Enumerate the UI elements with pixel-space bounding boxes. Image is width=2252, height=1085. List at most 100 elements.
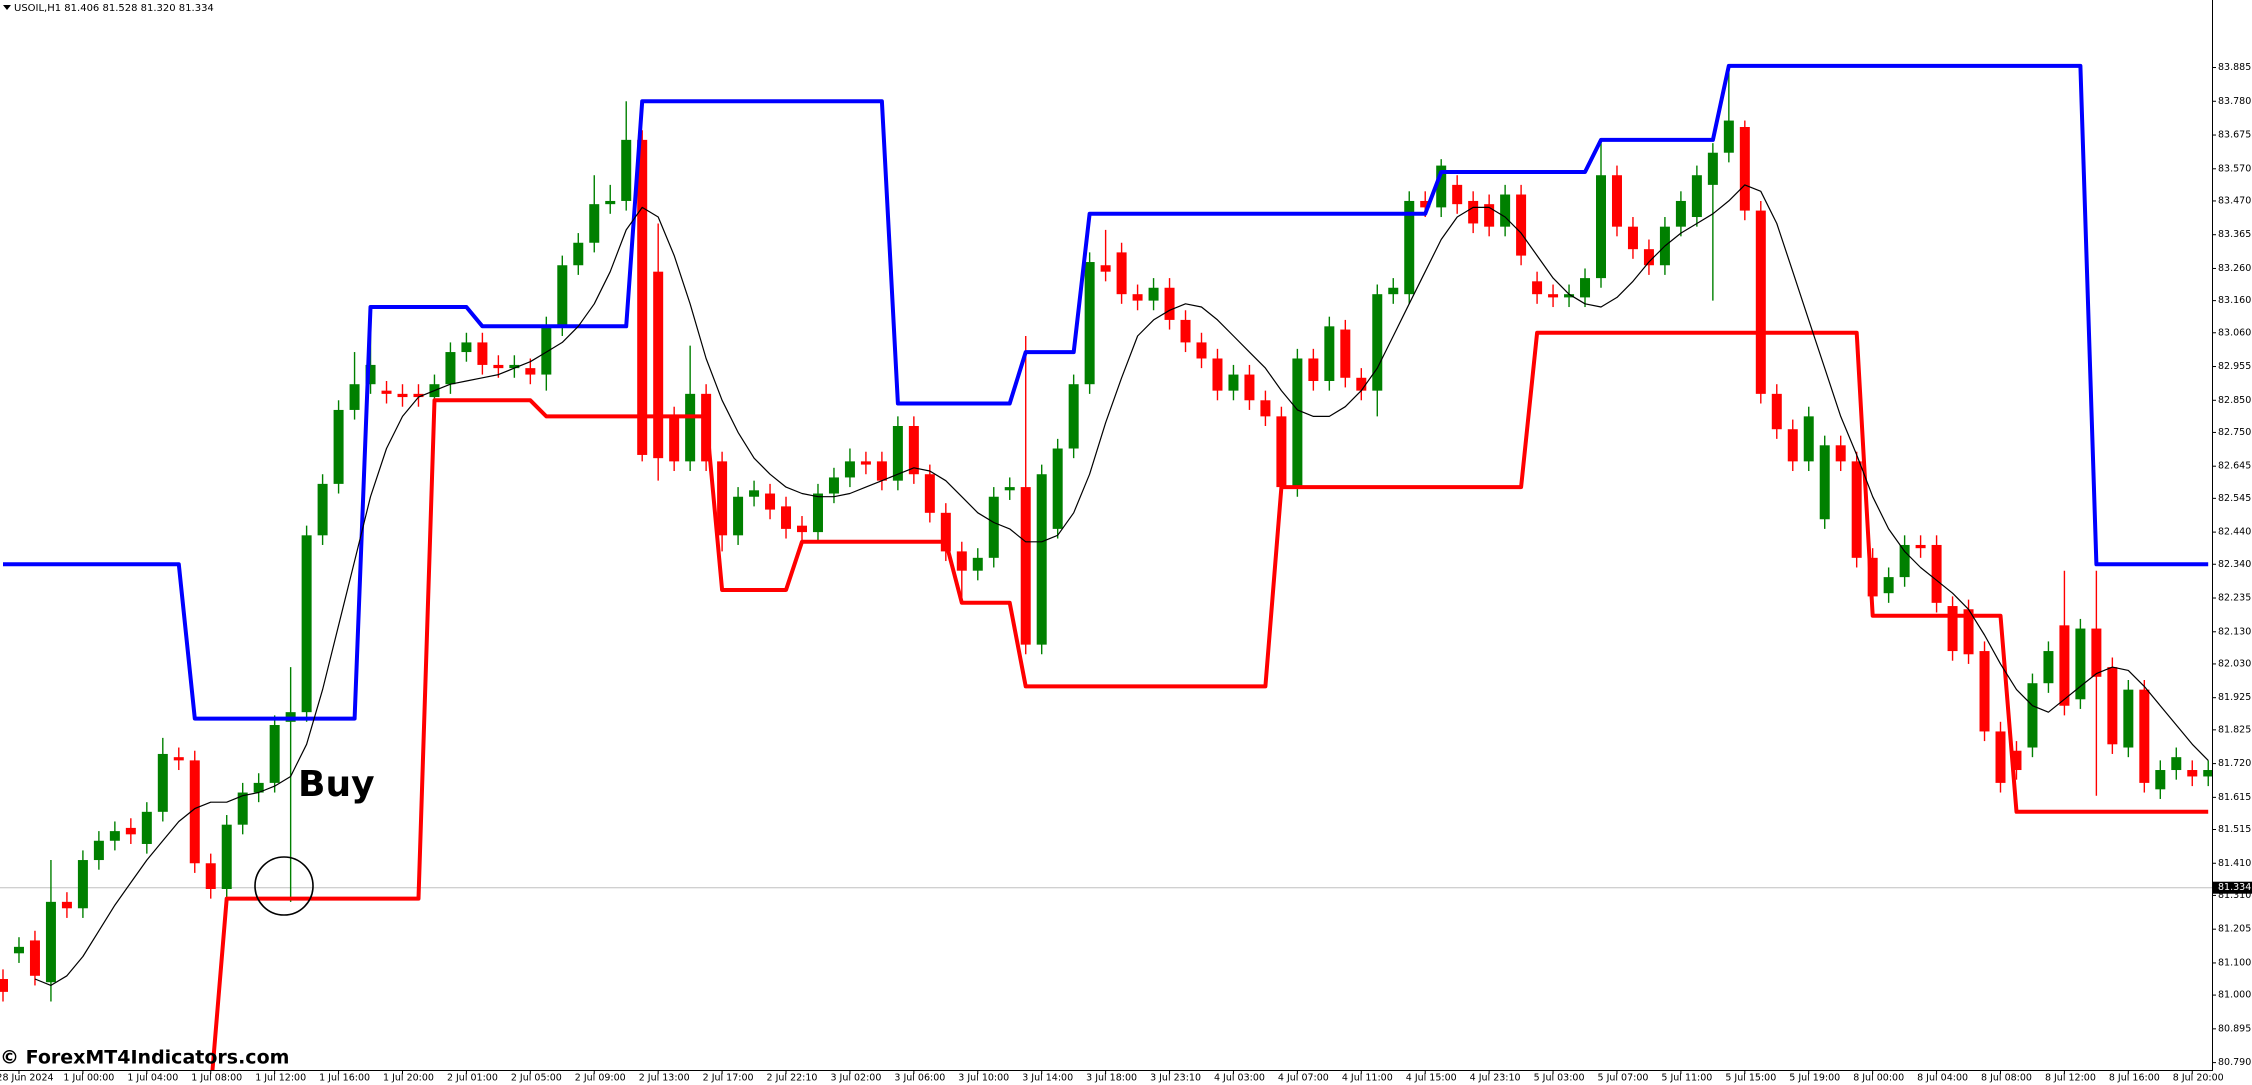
x-tick-label: 8 Jul 20:00 <box>2173 1073 2224 1084</box>
x-tick-label: 1 Jul 08:00 <box>191 1073 242 1084</box>
candle-body <box>1036 474 1047 645</box>
y-tick-label: 81.825 <box>2218 724 2251 735</box>
candle-body <box>860 461 871 465</box>
x-tick-label: 5 Jul 03:00 <box>1534 1073 1585 1084</box>
candle-body <box>1643 249 1654 266</box>
candle-body <box>1580 278 1591 298</box>
candle-body <box>2091 628 2102 677</box>
candle-body <box>2011 750 2022 771</box>
candle-body <box>1244 374 1255 401</box>
candle-body <box>1516 194 1527 256</box>
candle-body <box>1723 120 1734 153</box>
y-tick-label: 81.205 <box>2218 924 2251 935</box>
x-tick-label: 2 Jul 01:00 <box>447 1073 498 1084</box>
y-tick-label: 83.365 <box>2218 229 2251 240</box>
candle-body <box>892 426 903 481</box>
candle-body <box>1452 184 1463 205</box>
signal-circle <box>254 856 314 916</box>
candle-body <box>461 342 472 353</box>
y-tick-label: 80.790 <box>2218 1057 2251 1068</box>
y-tick-label: 83.780 <box>2218 96 2251 107</box>
y-tick-label: 83.570 <box>2218 163 2251 174</box>
x-tick-label: 3 Jul 02:00 <box>830 1073 881 1084</box>
y-tick-label: 82.235 <box>2218 593 2251 604</box>
current-price-box <box>2213 881 2252 894</box>
x-tick-label: 5 Jul 19:00 <box>1789 1073 1840 1084</box>
candle-body <box>541 326 552 375</box>
candle-body <box>221 824 232 889</box>
candle-body <box>1020 487 1031 645</box>
candle-body <box>1803 416 1814 462</box>
candle-body <box>157 753 168 812</box>
candle-body <box>381 390 392 394</box>
candle-body <box>717 461 728 536</box>
candle-body <box>1899 544 1910 578</box>
y-tick-label: 82.130 <box>2218 626 2251 637</box>
candle-body <box>1564 294 1575 298</box>
x-tick-label: 5 Jul 07:00 <box>1598 1073 1649 1084</box>
y-tick-label: 82.645 <box>2218 461 2251 472</box>
candle-body <box>589 204 600 243</box>
candle-body <box>1931 544 1942 603</box>
candle-body <box>0 979 8 992</box>
x-tick-label: 4 Jul 23:10 <box>1470 1073 1521 1084</box>
candle-body <box>1148 287 1159 301</box>
x-tick-label: 1 Jul 04:00 <box>127 1073 178 1084</box>
candle-body <box>333 409 344 484</box>
candle-body <box>1372 294 1383 391</box>
candle-body <box>1532 281 1543 295</box>
candle-body <box>13 946 24 954</box>
x-tick-label: 4 Jul 03:00 <box>1214 1073 1265 1084</box>
candle-body <box>477 342 488 365</box>
candle-body <box>2123 689 2134 748</box>
x-tick-label: 1 Jul 20:00 <box>383 1073 434 1084</box>
candle-body <box>189 760 200 864</box>
x-tick-label: 1 Jul 12:00 <box>255 1073 306 1084</box>
indicator-line <box>3 63 2209 721</box>
candle-body <box>253 782 264 793</box>
candle-body <box>1132 294 1143 301</box>
indicator-line <box>210 330 2209 1070</box>
candle-body <box>844 461 855 478</box>
candle-body <box>1356 377 1367 391</box>
y-tick-label: 82.030 <box>2218 658 2251 669</box>
candle-body <box>77 860 88 909</box>
candle-body <box>29 940 40 976</box>
candle-body <box>1819 445 1830 520</box>
candle-body <box>1180 319 1191 343</box>
candle-body <box>669 416 680 462</box>
x-tick-label: 3 Jul 06:00 <box>894 1073 945 1084</box>
candle-body <box>2075 628 2086 700</box>
candle-body <box>413 393 424 398</box>
candle-body <box>733 496 744 536</box>
indicator-line <box>34 184 2209 986</box>
candle-body <box>349 384 360 410</box>
candle-body <box>621 139 632 201</box>
x-tick-label: 28 Jun 2024 <box>0 1073 54 1084</box>
candle-body <box>1084 262 1095 385</box>
candle-body <box>1947 606 1958 652</box>
candle-body <box>1707 152 1718 185</box>
candle-body <box>45 901 56 983</box>
candle-body <box>1915 544 1926 549</box>
candle-body <box>637 139 648 455</box>
x-tick-label: 3 Jul 10:00 <box>958 1073 1009 1084</box>
y-tick-label: 82.340 <box>2218 559 2251 570</box>
y-tick-label: 82.955 <box>2218 361 2251 372</box>
candle-body <box>61 901 72 909</box>
candle-body <box>397 393 408 398</box>
candle-body <box>2059 625 2070 706</box>
candle-body <box>1404 200 1415 295</box>
candle-body <box>141 811 152 844</box>
y-tick-label: 83.885 <box>2218 62 2251 73</box>
y-tick-label: 81.515 <box>2218 824 2251 835</box>
candle-body <box>109 831 120 841</box>
y-tick-label: 82.440 <box>2218 527 2251 538</box>
annotation: Buy <box>298 764 375 805</box>
candle-body <box>1739 126 1750 211</box>
x-tick-label: 8 Jul 08:00 <box>1981 1073 2032 1084</box>
candle-body <box>1835 445 1846 462</box>
y-tick-label: 82.750 <box>2218 427 2251 438</box>
candle-body <box>2043 651 2054 684</box>
candle-body <box>1787 429 1798 462</box>
